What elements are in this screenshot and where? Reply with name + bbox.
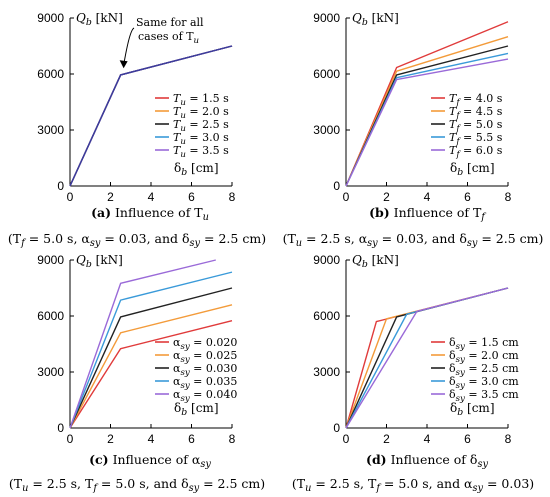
x-tick-label: 2 [107, 190, 114, 204]
legend-entry: δsy = 1.5 cm [449, 336, 519, 352]
legend-entry: Tu = 3.0 s [173, 131, 229, 147]
y-axis-label: Qb [kN] [352, 11, 399, 28]
annotation-line-2: cases of Tu [138, 30, 199, 46]
x-tick-label: 4 [148, 190, 155, 204]
x-tick-label: 6 [464, 432, 471, 446]
x-axis-label: δb [cm] [174, 161, 219, 178]
x-tick-label: 4 [424, 190, 431, 204]
y-tick-label: 9000 [37, 253, 64, 267]
legend-entry: Tf = 4.5 s [449, 105, 503, 121]
legend: Tu = 1.5 sTu = 2.0 sTu = 2.5 sTu = 3.0 s… [155, 92, 229, 160]
panel-caption: (d) Influence of δsy [366, 452, 488, 470]
series-line-3 [69, 287, 233, 429]
legend-entry: δsy = 2.5 cm [449, 362, 519, 378]
legend-entry: αsy = 0.040 [173, 388, 237, 404]
x-tick-label: 8 [505, 190, 512, 204]
panel-conditions: (Tu = 2.5 s, αsy = 0.03, and δsy = 2.5 c… [283, 231, 544, 249]
y-tick-label: 9000 [313, 253, 340, 267]
y-tick-label: 3000 [37, 123, 64, 137]
y-tick-label: 6000 [313, 309, 340, 323]
y-tick-label: 0 [333, 179, 340, 193]
x-tick-label: 2 [383, 432, 390, 446]
legend-entry: Tu = 1.5 s [173, 92, 229, 108]
panel-caption: (c) Influence of αsy [89, 452, 211, 470]
legend-entry: δsy = 3.0 cm [449, 375, 519, 391]
y-tick-label: 0 [333, 421, 340, 435]
panel-conditions: (Tf = 5.0 s, αsy = 0.03, and δsy = 2.5 c… [8, 231, 266, 249]
y-tick-label: 0 [57, 179, 64, 193]
panel-conditions: (Tu = 2.5 s, Tf = 5.0 s, and αsy = 0.03) [292, 476, 534, 494]
y-tick-label: 6000 [313, 67, 340, 81]
annotation-arrow [123, 27, 135, 66]
x-tick-label: 8 [229, 432, 236, 446]
x-tick-label: 0 [343, 432, 350, 446]
legend-entry: δsy = 2.0 cm [449, 349, 519, 365]
y-axis-label: Qb [kN] [76, 253, 123, 270]
legend-entry: Tf = 5.0 s [449, 118, 503, 134]
series-line-6 [69, 45, 233, 187]
x-axis-label: δb [cm] [174, 401, 219, 418]
x-tick-label: 4 [148, 432, 155, 446]
series-line-5 [345, 287, 509, 429]
panel-conditions: (Tu = 2.5 s, Tf = 5.0 s, and δsy = 2.5 c… [9, 476, 265, 494]
legend-entry: Tu = 2.0 s [173, 105, 229, 121]
x-tick-label: 4 [424, 432, 431, 446]
x-tick-label: 0 [343, 190, 350, 204]
y-tick-label: 3000 [313, 123, 340, 137]
legend: Tf = 4.0 sTf = 4.5 sTf = 5.0 sTf = 5.5 s… [431, 92, 503, 160]
legend-entry: Tf = 5.5 s [449, 131, 503, 147]
x-tick-label: 8 [229, 190, 236, 204]
series-line-2 [69, 304, 233, 429]
x-tick-label: 2 [383, 190, 390, 204]
y-axis-label: Qb [kN] [76, 11, 123, 28]
panel-caption: (a) Influence of Tu [91, 205, 209, 223]
legend-entry: Tf = 6.0 s [449, 144, 503, 160]
y-axis-label: Qb [kN] [352, 253, 399, 270]
annotation-arrowhead [119, 60, 128, 69]
legend-entry: αsy = 0.030 [173, 362, 237, 378]
series-line-5 [345, 58, 509, 187]
series-line-1 [69, 319, 233, 429]
x-tick-label: 6 [188, 190, 195, 204]
legend-entry: αsy = 0.020 [173, 336, 237, 352]
y-tick-label: 3000 [313, 365, 340, 379]
legend-entry: αsy = 0.025 [173, 349, 237, 365]
series-line-5 [69, 259, 216, 429]
y-tick-label: 3000 [37, 365, 64, 379]
x-tick-label: 6 [188, 432, 195, 446]
x-tick-label: 0 [67, 432, 74, 446]
legend-entry: Tu = 2.5 s [173, 118, 229, 134]
x-axis-label: δb [cm] [450, 161, 495, 178]
annotation-line-1: Same for all [136, 16, 204, 29]
y-tick-label: 9000 [313, 11, 340, 25]
legend-entry: αsy = 0.035 [173, 375, 237, 391]
x-tick-label: 8 [505, 432, 512, 446]
x-tick-label: 6 [464, 190, 471, 204]
y-tick-label: 6000 [37, 67, 64, 81]
x-axis-label: δb [cm] [450, 401, 495, 418]
legend-entry: Tf = 4.0 s [449, 92, 503, 108]
y-tick-label: 6000 [37, 309, 64, 323]
series-line-4 [69, 271, 233, 429]
legend-entry: Tu = 3.5 s [173, 144, 229, 160]
x-tick-label: 0 [67, 190, 74, 204]
y-tick-label: 0 [57, 421, 64, 435]
legend-entry: δsy = 3.5 cm [449, 388, 519, 404]
y-tick-label: 9000 [37, 11, 64, 25]
panel-caption: (b) Influence of Tf [369, 205, 487, 223]
x-tick-label: 2 [107, 432, 114, 446]
